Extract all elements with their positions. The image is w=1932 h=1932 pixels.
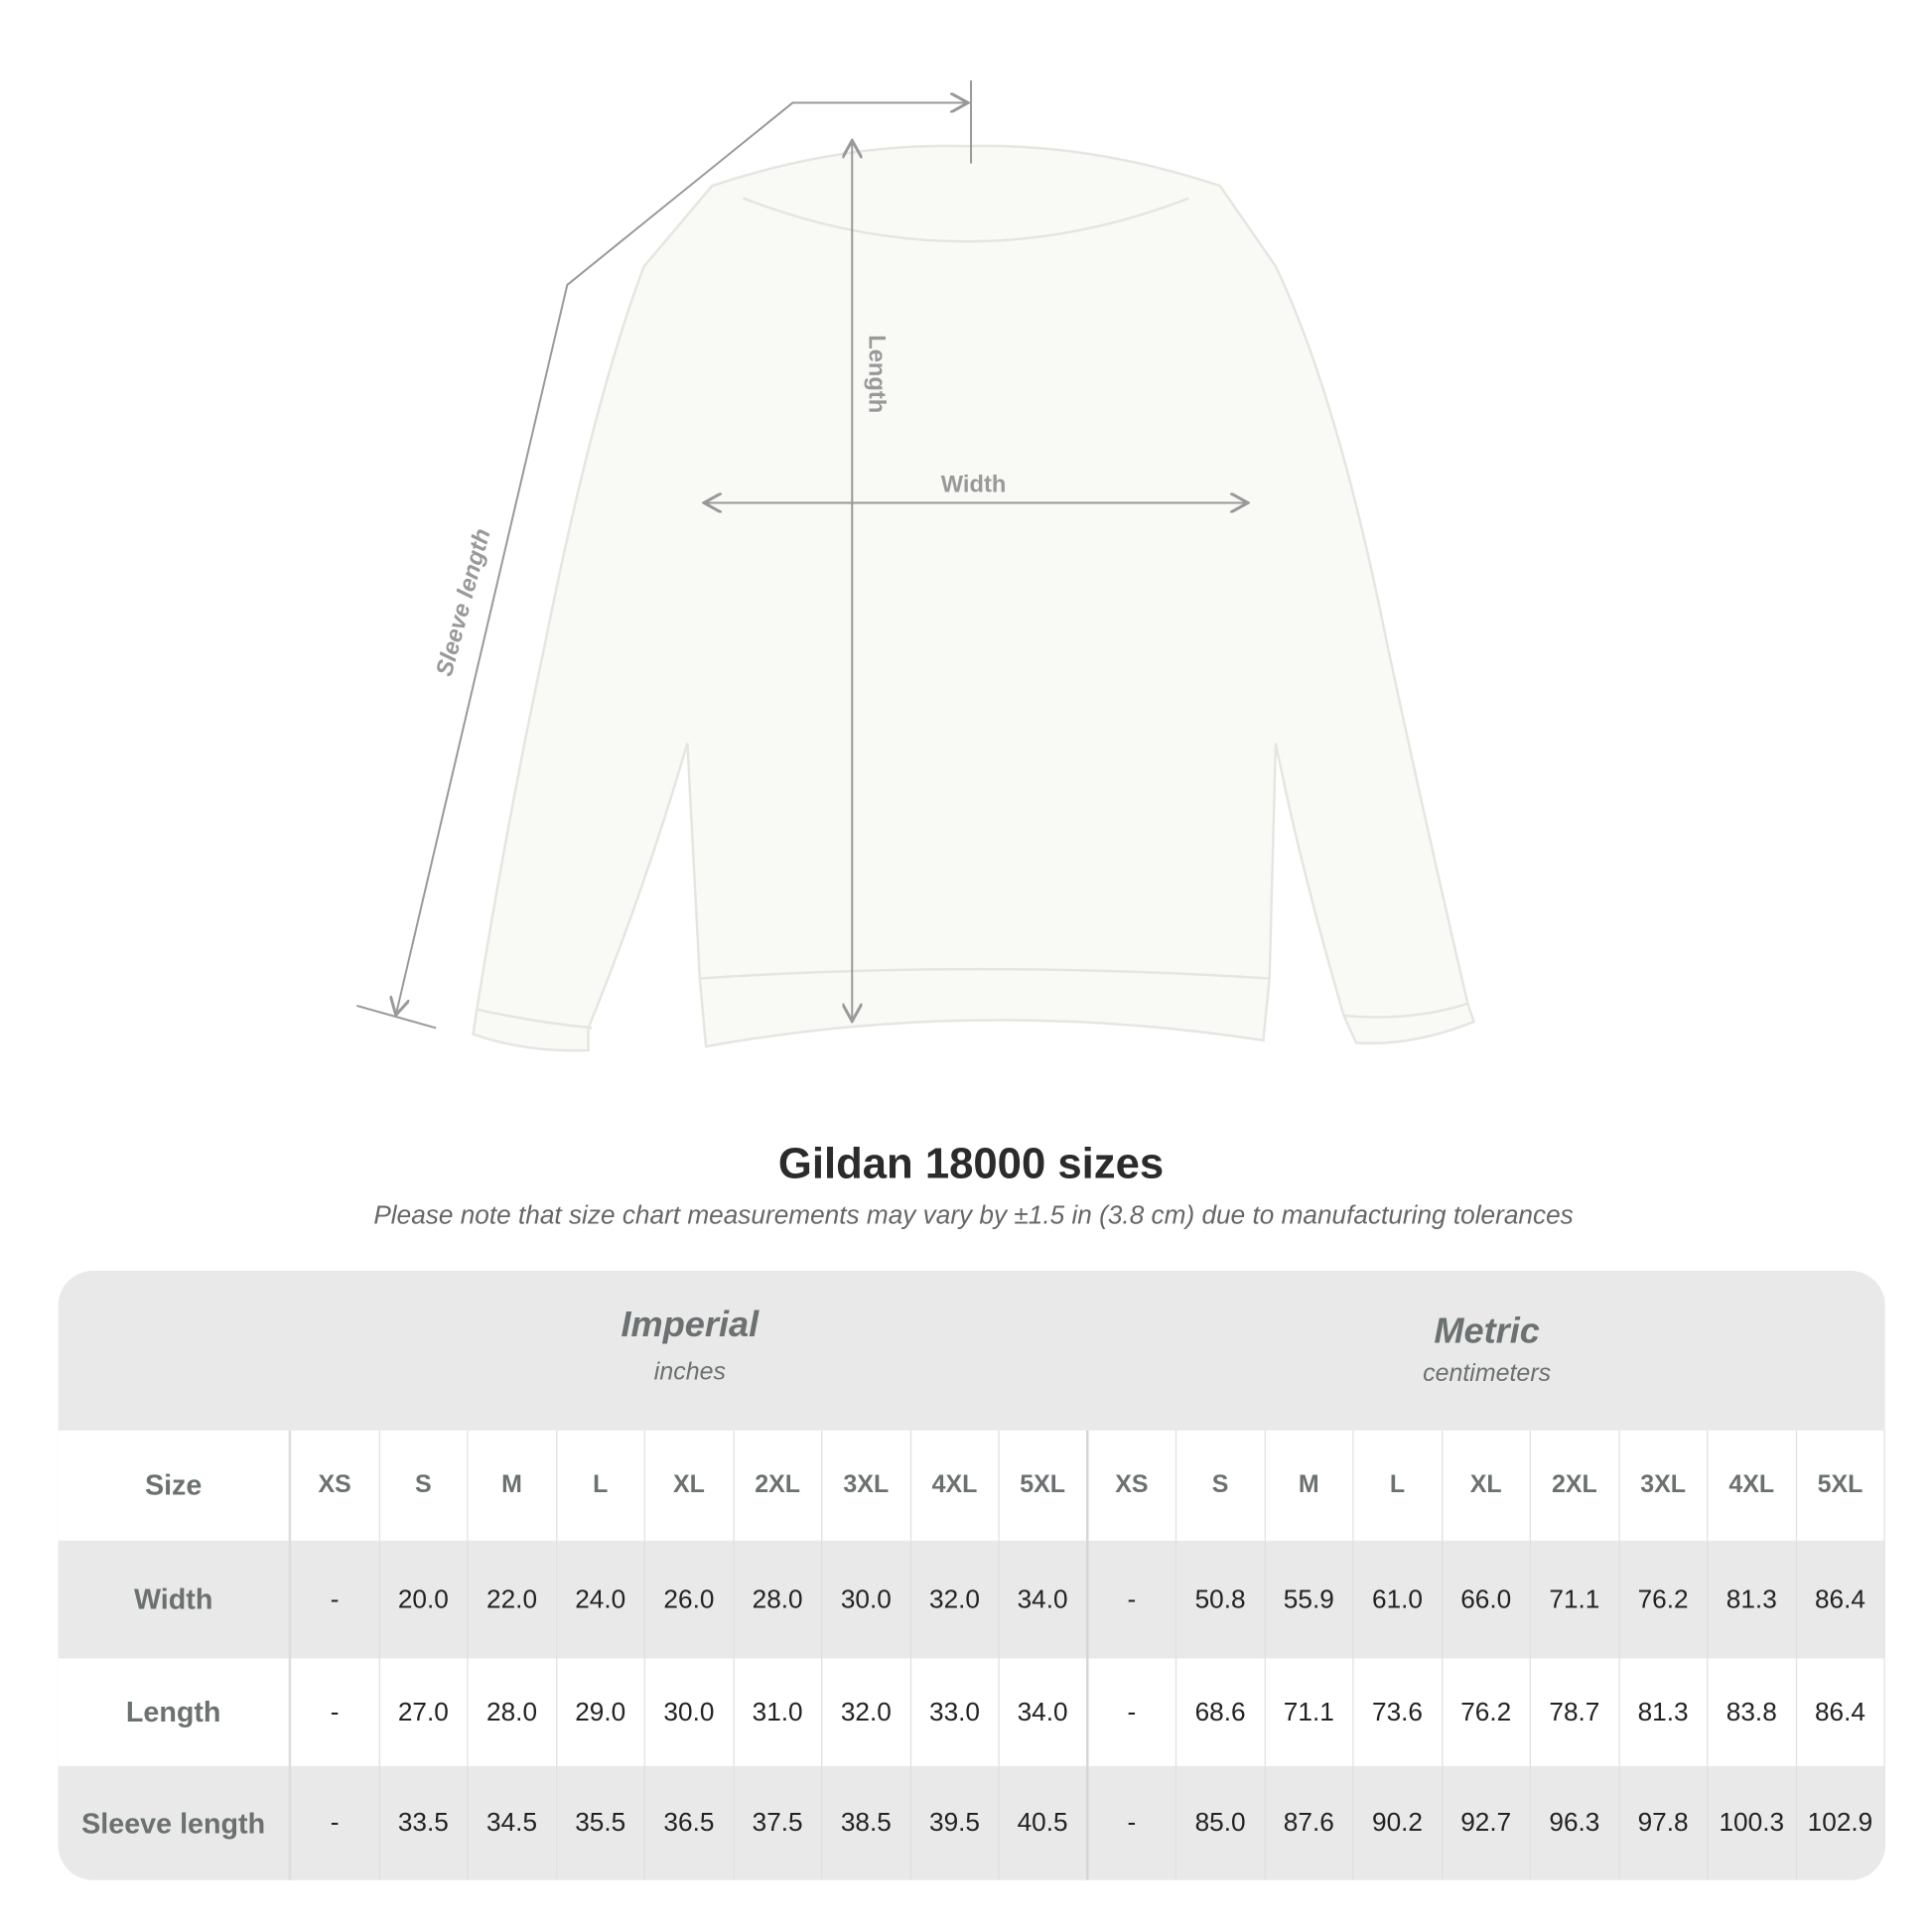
metric-value-cell: 100.3 (1708, 1765, 1797, 1880)
imperial-value-cell: 34.0 (1000, 1540, 1088, 1659)
imperial-value-cell: - (291, 1540, 380, 1659)
size-header-cell: S (1176, 1430, 1266, 1541)
metric-label: Metric (1434, 1311, 1540, 1352)
size-header-cell: S (379, 1430, 469, 1541)
metric-value-cell: 92.7 (1443, 1765, 1531, 1880)
imperial-value-cell: 35.5 (557, 1765, 645, 1880)
page-subtitle: Please note that size chart measurements… (373, 1201, 1574, 1230)
size-header-cell: XL (645, 1430, 735, 1541)
size-header-row: Size XS S M L XL 2XL 3XL 4XL 5XL XS S M L XL 2XL 3XL 4XL 5… (58, 1430, 1885, 1541)
size-header-cell: 3XL (822, 1430, 911, 1541)
imperial-value-cell: 28.0 (469, 1658, 557, 1766)
imperial-value-cell: 22.0 (469, 1540, 557, 1659)
imperial-value-cell: 24.0 (557, 1540, 645, 1659)
table-row: Sleeve length -33.5 34.5 35.5 36.5 37.5 38.5 39… (58, 1765, 1885, 1880)
sweatshirt-image (472, 144, 1476, 1052)
length-label: Length (864, 335, 890, 413)
metric-value-cell: 71.1 (1531, 1540, 1620, 1659)
imperial-value-cell: - (291, 1765, 380, 1880)
metric-value-cell: 76.2 (1443, 1658, 1531, 1766)
imperial-value-cell: 36.5 (645, 1765, 735, 1880)
sleeve-length-line (396, 103, 966, 1014)
metric-value-cell: 81.3 (1619, 1658, 1709, 1766)
page-title: Gildan 18000 sizes (777, 1139, 1165, 1188)
size-header-cell: L (1354, 1430, 1443, 1541)
table-row: Length -27.0 28.0 29.0 30.0 31.0 32.0 33.0 34.0-… (58, 1658, 1885, 1766)
size-header-cell: XL (1443, 1430, 1531, 1541)
size-header-cell: L (557, 1430, 645, 1541)
metric-header: Metric centimeters (1089, 1271, 1885, 1471)
imperial-unit: inches (653, 1358, 726, 1386)
row-label: Sleeve length (59, 1765, 292, 1880)
imperial-value-cell: 28.0 (734, 1540, 823, 1659)
metric-value-cell: 97.8 (1619, 1765, 1709, 1880)
size-header-cell: 3XL (1619, 1430, 1709, 1541)
metric-value-cell: 83.8 (1708, 1658, 1797, 1766)
imperial-value-cell: - (291, 1658, 380, 1766)
row-label: Size (59, 1430, 292, 1541)
imperial-value-cell: 27.0 (379, 1658, 469, 1766)
metric-value-cell: 90.2 (1354, 1765, 1443, 1880)
size-header-cell: M (469, 1430, 557, 1541)
table-row: Width -20.0 22.0 24.0 26.0 28.0 30.0 32.0 34.0-5… (58, 1540, 1885, 1659)
size-header-cell: 2XL (1531, 1430, 1620, 1541)
metric-value-cell: 81.3 (1708, 1540, 1797, 1659)
metric-value-cell: 55.9 (1265, 1540, 1354, 1659)
metric-value-cell: 73.6 (1354, 1658, 1443, 1766)
row-label: Width (59, 1540, 292, 1659)
imperial-value-cell: 39.5 (911, 1765, 1000, 1880)
size-header-cell: M (1265, 1430, 1354, 1541)
metric-unit: centimeters (1423, 1359, 1552, 1388)
metric-value-cell: 61.0 (1354, 1540, 1443, 1659)
imperial-header: Imperial inches (291, 1271, 1088, 1465)
imperial-value-cell: 29.0 (557, 1658, 645, 1766)
metric-value-cell: 66.0 (1443, 1540, 1531, 1659)
sweatshirt-diagram: Width Length Sleeve length (356, 80, 1476, 1052)
imperial-value-cell: 37.5 (734, 1765, 823, 1880)
metric-value-cell: 96.3 (1531, 1765, 1620, 1880)
metric-value-cell: 71.1 (1265, 1658, 1354, 1766)
size-header-cell: 2XL (734, 1430, 823, 1541)
metric-value-cell: 86.4 (1796, 1540, 1885, 1659)
imperial-value-cell: 33.0 (911, 1658, 1000, 1766)
imperial-value-cell: 30.0 (645, 1658, 735, 1766)
imperial-value-cell: 34.0 (1000, 1658, 1088, 1766)
imperial-value-cell: 38.5 (822, 1765, 911, 1880)
row-label: Length (59, 1658, 292, 1766)
metric-value-cell: 102.9 (1796, 1765, 1885, 1880)
imperial-label: Imperial (621, 1305, 759, 1345)
imperial-value-cell: 32.0 (911, 1540, 1000, 1659)
metric-value-cell: - (1088, 1658, 1177, 1766)
metric-value-cell: 85.0 (1176, 1765, 1266, 1880)
size-table: Imperial inches Metric centimeters Size X… (58, 1270, 1885, 1880)
size-header-cell: 5XL (1000, 1430, 1088, 1541)
imperial-value-cell: 32.0 (822, 1658, 911, 1766)
width-label: Width (941, 472, 1007, 497)
metric-value-cell: 86.4 (1796, 1658, 1885, 1766)
metric-value-cell: - (1088, 1765, 1177, 1880)
imperial-value-cell: 34.5 (469, 1765, 557, 1880)
metric-value-cell: - (1088, 1540, 1177, 1659)
size-header-cell: 5XL (1796, 1430, 1885, 1541)
imperial-value-cell: 31.0 (734, 1658, 823, 1766)
size-header-cell: XS (1088, 1430, 1177, 1541)
metric-value-cell: 76.2 (1619, 1540, 1709, 1659)
imperial-value-cell: 30.0 (822, 1540, 911, 1659)
imperial-value-cell: 40.5 (1000, 1765, 1088, 1880)
sleeve-length-label: Sleeve length (432, 526, 496, 679)
size-header-cell: 4XL (1708, 1430, 1797, 1541)
metric-value-cell: 78.7 (1531, 1658, 1620, 1766)
imperial-value-cell: 33.5 (379, 1765, 469, 1880)
metric-value-cell: 50.8 (1176, 1540, 1266, 1659)
size-header-cell: 4XL (911, 1430, 1000, 1541)
metric-value-cell: 68.6 (1176, 1658, 1266, 1766)
size-header-cell: XS (291, 1430, 380, 1541)
metric-value-cell: 87.6 (1265, 1765, 1354, 1880)
imperial-value-cell: 26.0 (645, 1540, 735, 1659)
imperial-value-cell: 20.0 (379, 1540, 469, 1659)
